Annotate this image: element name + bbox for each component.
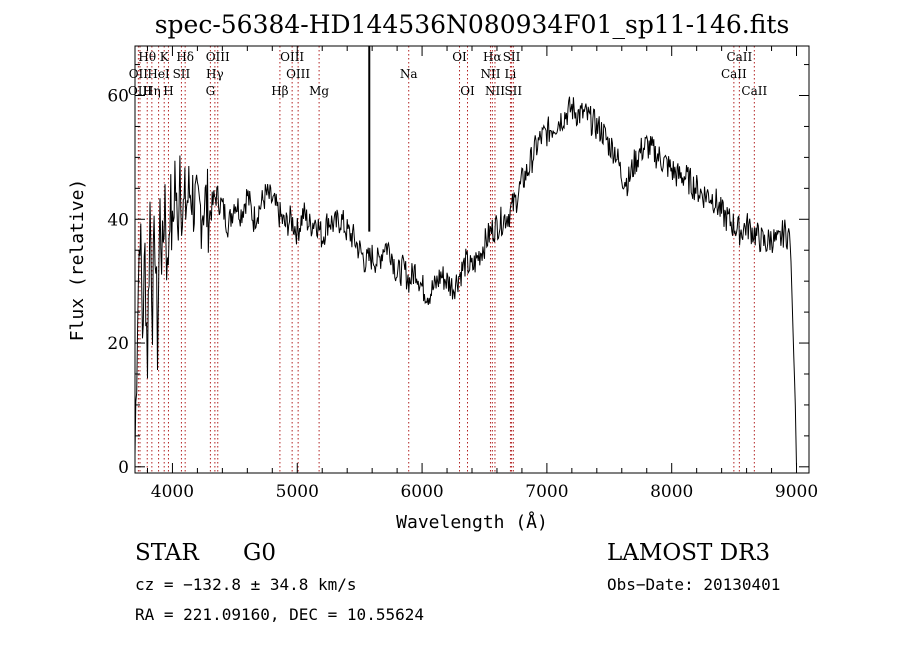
spectral-label-row1-3: OIII [206,50,230,64]
x-tick-label: 6000 [400,482,443,502]
y-tick-label: 40 [107,210,129,230]
y-tick-label: 0 [118,458,129,478]
spectral-label-row1-4: OIII [280,50,304,64]
spectral-label-row1-0: Hθ [138,50,156,64]
spectral-line-markers [137,46,755,473]
spectral-label-row3-4: Hβ [271,84,288,98]
spectral-label-row1-7: SII [503,50,521,64]
spectral-label-row1-8: CaII [726,50,752,64]
x-tick-label: 7000 [525,482,568,502]
spectral-label-row3-8: SII [504,84,522,98]
spectral-label-row2-5: Na [400,67,418,81]
x-tick-label: 8000 [650,482,693,502]
y-tick-label: 60 [107,87,129,107]
spectral-label-row1-6: Hα [483,50,502,64]
spectral-label-row2-0: OII [129,67,149,81]
y-tick-label: 20 [107,334,129,354]
spectral-label-row1-1: K [160,50,170,64]
spectral-label-row2-8: CaII [721,67,747,81]
x-axis: 4000 5000 6000 7000 8000 9000 [146,46,818,502]
y-axis: 0 20 40 60 [107,64,809,478]
spectral-label-row3-3: G [206,84,216,98]
spectral-label-row1-5: OI [452,50,467,64]
coordinates: RA = 221.09160, DEC = 10.55624 [135,605,424,624]
spectrum-trace [134,96,797,467]
y-axis-label: Flux (relative) [67,179,88,342]
x-tick-label: 4000 [151,482,194,502]
spectral-label-row3-0: OIII [128,84,152,98]
spectral-label-row2-2: SII [173,67,191,81]
x-tick-label: 5000 [276,482,319,502]
spectral-label-row2-6: NII [480,67,500,81]
spectral-label-row2-3: Hγ [206,67,224,81]
spectral-label-row3-9: CaII [741,84,767,98]
spectral-label-row3-5: Mg [309,84,329,98]
spectral-label-row1-2: Hδ [176,50,194,64]
x-tick-label: 9000 [775,482,818,502]
spectral-label-row2-7: Li [505,67,517,81]
spectral-label-row3-1: Hη [143,84,161,98]
object-class: STAR [135,540,199,566]
chart-title: spec-56384-HD144536N080934F01_sp11-146.f… [155,10,790,39]
spectrum-series [134,96,797,467]
cz-value: cz = −132.8 ± 34.8 km/s [135,575,357,594]
spectral-label-row2-4: OIII [286,67,310,81]
spectral-label-row3-2: H [163,84,173,98]
spectral-label-row3-7: NII [485,84,505,98]
x-axis-label: Wavelength (Å) [396,511,548,533]
spectral-label-row2-1: HeI [147,67,170,81]
obs-date: Obs−Date: 20130401 [607,575,780,594]
survey-name: LAMOST DR3 [607,540,770,566]
object-subclass: G0 [243,540,276,566]
spectral-label-row3-6: OI [460,84,475,98]
